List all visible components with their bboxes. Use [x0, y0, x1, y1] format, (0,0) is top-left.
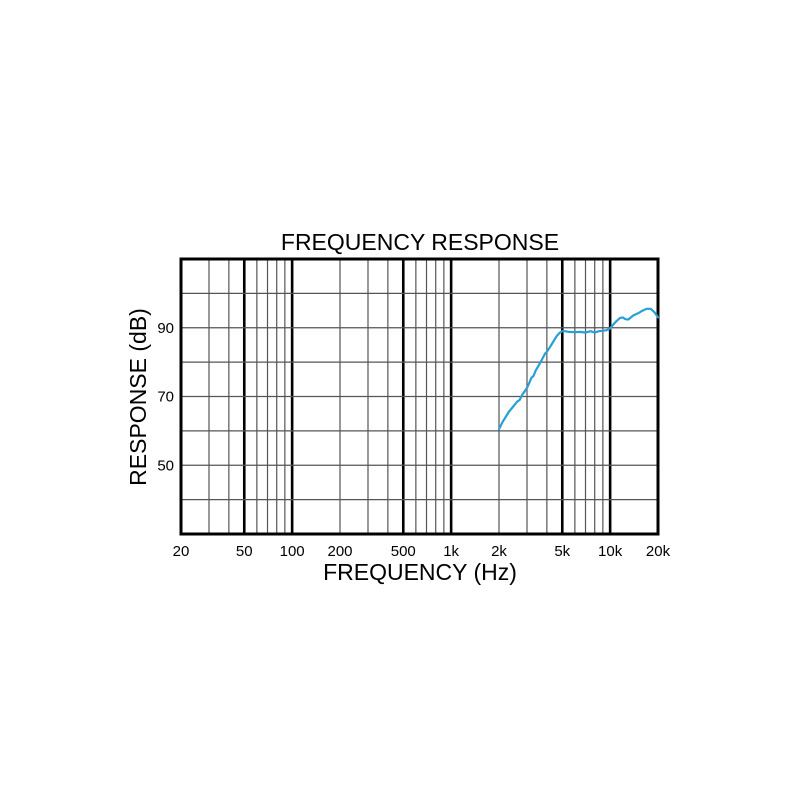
x-tick-label: 20k: [646, 543, 671, 560]
y-tick-label: 50: [157, 457, 174, 474]
x-tick-label: 1k: [443, 543, 459, 560]
y-axis-label: RESPONSE (dB): [125, 308, 151, 486]
y-tick-labels: 50 70 90: [157, 320, 174, 475]
x-tick-label: 50: [236, 543, 253, 560]
y-tick-label: 70: [157, 389, 174, 406]
chart-title: FREQUENCY RESPONSE: [281, 229, 559, 255]
x-tick-label: 10k: [598, 543, 623, 560]
x-axis-label: FREQUENCY (Hz): [323, 559, 517, 585]
x-tick-labels: 20 50 100 200 500 1k 2k 5k 10k 20k: [173, 543, 671, 560]
x-tick-label: 2k: [491, 543, 507, 560]
x-tick-label: 200: [327, 543, 352, 560]
x-tick-label: 500: [391, 543, 416, 560]
x-tick-label: 5k: [554, 543, 570, 560]
response-curve: [497, 307, 660, 431]
plot-frame: [179, 257, 660, 536]
grid-lines: [181, 259, 658, 534]
data-series: [497, 307, 660, 431]
x-tick-label: 100: [280, 543, 305, 560]
x-tick-label: 20: [173, 543, 190, 560]
y-tick-label: 90: [157, 320, 174, 337]
